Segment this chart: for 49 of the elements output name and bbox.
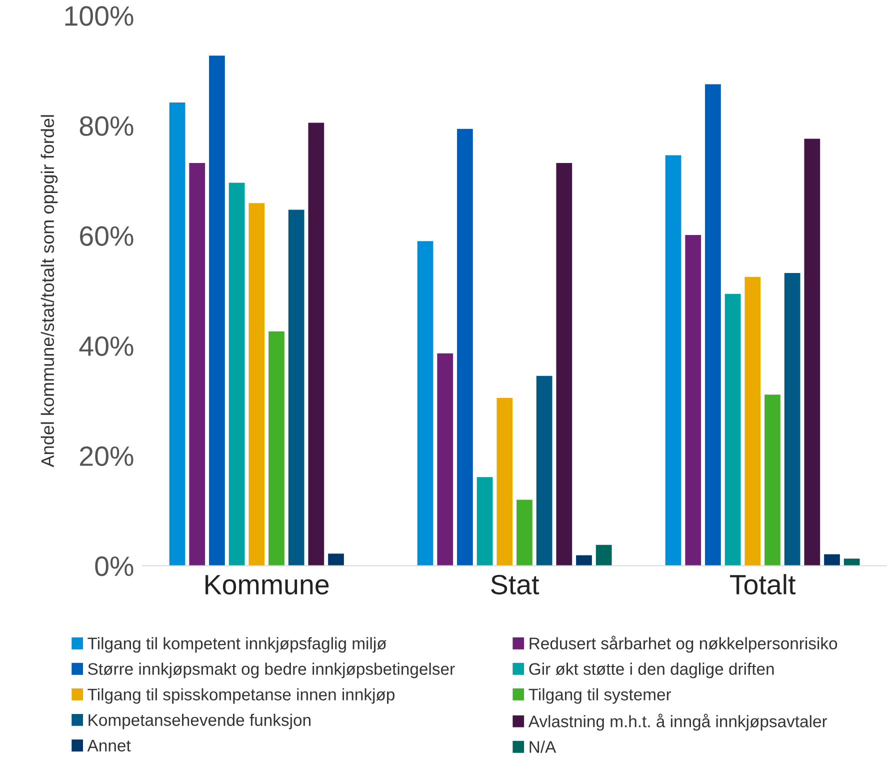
legend-label: Kompetansehevende funksjon xyxy=(88,714,310,730)
y-tick-label: 40% xyxy=(79,336,134,356)
legend-label: Tilgang til spisskompetanse innen innkjøp xyxy=(88,688,394,704)
legend-label: Større innkjøpsmakt og bedre innkjøpsbetingelser xyxy=(88,662,455,678)
bar xyxy=(804,138,820,566)
bar xyxy=(288,210,304,566)
bar xyxy=(576,555,592,566)
y-tick-label: 0% xyxy=(95,556,134,576)
bar xyxy=(417,241,434,566)
legend-label: Avlastning m.h.t. å inngå innkjøpsavtaler xyxy=(528,714,828,731)
bar xyxy=(228,182,245,566)
bar xyxy=(724,294,741,566)
bar xyxy=(209,56,225,566)
bar xyxy=(764,394,780,566)
bar xyxy=(476,477,493,566)
bar xyxy=(496,398,513,566)
x-tick-label: Stat xyxy=(491,574,540,594)
bar xyxy=(824,554,840,566)
bar xyxy=(457,128,473,566)
bar xyxy=(308,122,324,566)
y-tick-label: 60% xyxy=(80,226,134,246)
bar xyxy=(268,331,284,566)
bar xyxy=(536,376,552,566)
y-tick-label: 80% xyxy=(80,116,134,136)
y-tick-label: 20% xyxy=(80,446,134,466)
y-tick-label: 100% xyxy=(65,6,134,26)
legend-label: Gir økt støtte i den daglige driften xyxy=(529,662,774,678)
legend-label: Tilgang til kompetent innkjøpsfaglig miljø xyxy=(88,637,386,653)
bar xyxy=(516,500,532,566)
legend-label: Redusert sårbarhet og nøkkelpersonrisiko xyxy=(530,636,838,653)
bar xyxy=(169,102,186,566)
bar xyxy=(189,162,206,566)
bar xyxy=(556,162,572,566)
x-tick-label: Kommune xyxy=(206,575,329,594)
bar xyxy=(437,353,454,566)
legend-label: Annet xyxy=(87,740,131,752)
bar xyxy=(248,203,265,566)
bar xyxy=(784,273,800,566)
bar xyxy=(596,544,612,566)
bar xyxy=(328,554,344,566)
bar xyxy=(665,155,682,566)
bar xyxy=(844,558,860,566)
bar xyxy=(744,276,761,566)
legend-label: N/A xyxy=(530,740,556,753)
bar xyxy=(705,84,721,566)
y-axis-title: Andel kommune/stat/totalt som oppgir fordel xyxy=(40,115,58,468)
x-tick-label: Totalt xyxy=(730,574,796,594)
bar xyxy=(685,235,702,566)
legend-label: Tilgang til systemer xyxy=(528,688,672,704)
